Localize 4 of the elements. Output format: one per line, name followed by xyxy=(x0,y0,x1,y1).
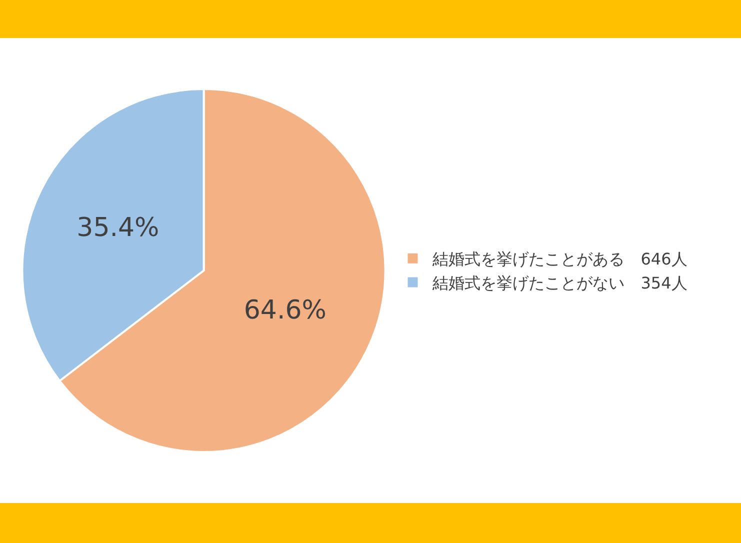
legend-label: 結婚式を挙げたことがある 646人 xyxy=(432,250,688,269)
data-label: 64.6% xyxy=(244,296,326,326)
data-label: 35.4% xyxy=(76,213,160,244)
legend-label: 結婚式を挙げたことがない 354人 xyxy=(432,273,688,292)
